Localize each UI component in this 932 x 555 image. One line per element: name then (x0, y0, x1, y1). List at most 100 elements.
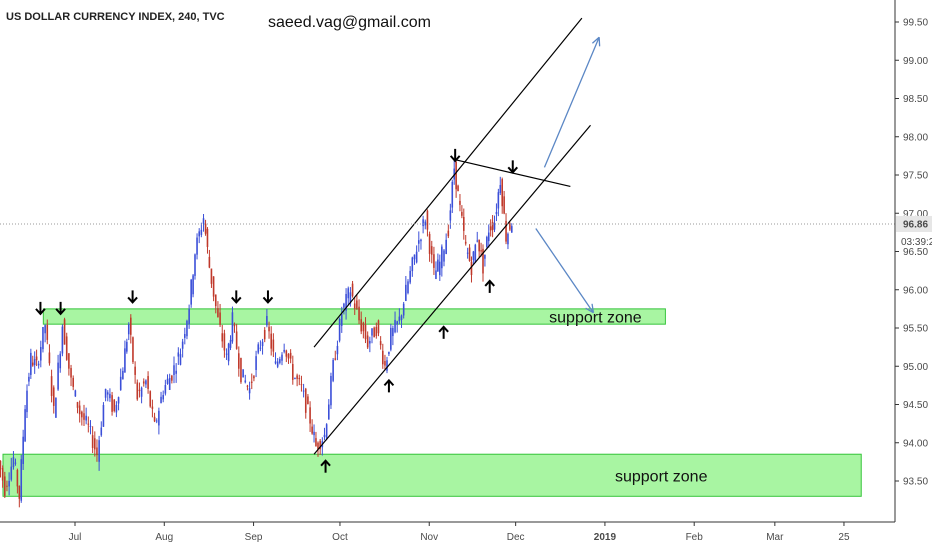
candle-body-66 (136, 382, 138, 399)
candle-body-235 (492, 222, 494, 230)
y-tick-label: 94.00 (903, 438, 928, 449)
candle-body-133 (279, 359, 281, 363)
candle-body-198 (418, 240, 420, 244)
y-tick-label: 94.50 (903, 400, 928, 411)
candle-body-196 (414, 255, 416, 260)
candle-body-25 (49, 352, 51, 363)
candle-body-37 (75, 390, 77, 396)
candle-body-195 (412, 257, 414, 271)
candle-body-77 (160, 397, 162, 403)
candle-body-172 (363, 323, 365, 332)
candle-body-75 (156, 421, 158, 422)
candle-body-226 (475, 245, 477, 263)
candle-body-119 (249, 388, 251, 393)
candle-body-102 (213, 276, 215, 296)
candle-body-60 (124, 348, 126, 372)
candle-body-9 (17, 470, 19, 486)
y-tick-label: 98.50 (903, 94, 928, 105)
candle-body-121 (253, 376, 255, 378)
candle-body-124 (260, 348, 262, 349)
candle-body-104 (217, 308, 219, 317)
candle-body-47 (96, 447, 98, 455)
candle-body-126 (264, 330, 266, 339)
candle-body-240 (501, 179, 503, 206)
candle-body-27 (53, 387, 55, 405)
candle-body-206 (435, 270, 437, 279)
candle-body-213 (450, 210, 452, 220)
candle-body-203 (429, 234, 431, 254)
candle-body-135 (283, 350, 285, 352)
candle-body-84 (175, 371, 177, 374)
candle-body-174 (367, 336, 369, 348)
y-tick-label: 93.50 (903, 477, 928, 488)
candle-body-58 (120, 377, 122, 390)
candle-body-192 (405, 285, 407, 301)
support-zone-label: support zone (549, 310, 642, 327)
candle-body-208 (439, 262, 441, 275)
candle-body-103 (215, 295, 217, 307)
candle-body-17 (32, 363, 34, 366)
candle-body-113 (236, 331, 238, 348)
candle-body-191 (403, 304, 405, 316)
candle-body-87 (182, 342, 184, 349)
x-tick-label: Oct (332, 532, 348, 543)
y-tick-label: 99.50 (903, 18, 928, 29)
candle-body-92 (192, 275, 194, 294)
candle-body-51 (105, 389, 107, 398)
candle-body-154 (324, 435, 326, 437)
candle-body-201 (424, 222, 426, 226)
candle-body-96 (201, 230, 203, 235)
support-zone-label: support zone (615, 468, 708, 485)
candle-body-243 (507, 234, 509, 244)
candle-body-120 (251, 382, 253, 383)
candle-body-38 (77, 402, 79, 408)
candle-body-8 (15, 463, 17, 464)
candle-body-155 (326, 424, 328, 438)
candle-body-91 (190, 280, 192, 305)
candle-body-72 (149, 391, 151, 406)
candle-body-79 (165, 385, 167, 394)
x-tick-label: 25 (838, 532, 850, 543)
candle-body-36 (72, 378, 74, 387)
candle-body-107 (224, 333, 226, 350)
candle-body-158 (332, 360, 334, 381)
candle-body-46 (94, 438, 96, 449)
candle-body-165 (347, 288, 349, 298)
candle-body-238 (498, 192, 500, 208)
candle-body-232 (486, 237, 488, 247)
candle-body-99 (207, 229, 209, 247)
candle-body-14 (26, 391, 28, 412)
candle-body-159 (334, 358, 336, 360)
candle-body-194 (409, 271, 411, 283)
candle-body-2 (2, 468, 4, 481)
candle-body-210 (443, 250, 445, 261)
candle-body-44 (90, 426, 92, 427)
candle-body-116 (242, 369, 244, 377)
candle-body-97 (203, 218, 205, 224)
candle-body-123 (257, 344, 259, 352)
candle-body-189 (399, 317, 401, 322)
candle-body-26 (51, 376, 53, 396)
candle-body-205 (433, 254, 435, 268)
x-tick-label: Nov (420, 532, 438, 543)
candle-body-93 (194, 254, 196, 275)
candle-body-23 (44, 325, 46, 333)
candle-body-41 (83, 413, 85, 420)
candle-body-125 (262, 342, 264, 346)
candle-body-149 (313, 432, 315, 435)
candle-body-233 (488, 233, 490, 242)
candle-body-217 (457, 186, 459, 191)
candle-body-83 (173, 365, 175, 375)
candle-body-108 (226, 354, 228, 355)
candle-body-34 (68, 353, 70, 368)
candle-body-170 (358, 307, 360, 321)
candle-body-131 (275, 361, 277, 363)
candle-body-81 (169, 378, 171, 390)
candle-body-221 (465, 242, 467, 244)
candle-body-231 (484, 255, 486, 259)
candle-body-55 (113, 400, 115, 411)
candle-body-100 (209, 257, 211, 268)
candle-body-88 (184, 334, 186, 338)
